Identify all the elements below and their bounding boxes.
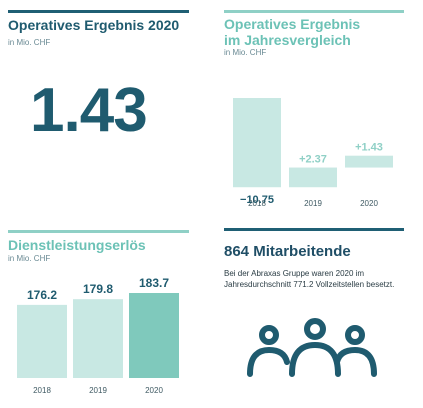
operating-result-value: 1.43 bbox=[30, 76, 148, 145]
employees-title: 864 Mitarbeitende bbox=[224, 243, 351, 260]
revenue-value-label: 179.8 bbox=[83, 282, 113, 296]
waterfall-bar-2019 bbox=[289, 167, 337, 188]
revenue-bar-2020 bbox=[129, 293, 179, 378]
waterfall-tick-label: 2020 bbox=[360, 199, 378, 208]
panel-top-rule bbox=[8, 10, 189, 13]
waterfall-bar-2020 bbox=[345, 155, 393, 168]
operating-result-title: Operatives Ergebnis 2020 bbox=[8, 17, 180, 33]
employees-panel: 864 Mitarbeitende Bei der Abraxas Gruppe… bbox=[224, 228, 404, 403]
employees-description: Bei der Abraxas Gruppe waren 2020 im Jah… bbox=[224, 269, 395, 289]
comparison-title-line1: Operatives Ergebnis bbox=[224, 16, 361, 32]
revenue-value-label: 176.2 bbox=[27, 288, 57, 302]
revenue-bar-2018 bbox=[17, 304, 67, 378]
revenue-value-label: 183.7 bbox=[139, 276, 169, 290]
revenue-tick-label: 2019 bbox=[89, 386, 107, 395]
waterfall-value-label: −10.75 bbox=[240, 194, 274, 206]
operating-result-panel: Operatives Ergebnis 2020 in Mio. CHF 1.4… bbox=[8, 10, 189, 200]
revenue-unit: in Mio. CHF bbox=[8, 254, 51, 263]
waterfall-value-label: +1.43 bbox=[355, 142, 383, 154]
panel-top-rule bbox=[224, 228, 404, 231]
revenue-tick-label: 2018 bbox=[33, 386, 51, 395]
waterfall-tick-label: 2019 bbox=[304, 199, 322, 208]
revenue-bar-chart: 176.2 2018 179.8 2019 183.7 2020 bbox=[17, 276, 179, 395]
revenue-panel: Dienstleistungserlös in Mio. CHF 176.2 20… bbox=[8, 230, 189, 400]
panel-top-rule bbox=[8, 230, 189, 233]
revenue-bar-2019 bbox=[73, 299, 123, 378]
revenue-title: Dienstleistungserlös bbox=[8, 237, 146, 253]
revenue-tick-label: 2020 bbox=[145, 386, 163, 395]
people-group-icon bbox=[247, 318, 377, 377]
waterfall-value-label: +2.37 bbox=[299, 154, 327, 166]
panel-top-rule bbox=[224, 10, 404, 13]
waterfall-tick-label: 2018 bbox=[248, 199, 266, 208]
operating-result-unit: in Mio. CHF bbox=[8, 38, 51, 47]
comparison-panel: Operatives Ergebnis im Jahresvergleich i… bbox=[224, 10, 404, 215]
comparison-unit: in Mio. CHF bbox=[224, 48, 267, 57]
comparison-title: Operatives Ergebnis im Jahresvergleich bbox=[224, 16, 360, 48]
waterfall-bar-2018 bbox=[233, 98, 281, 188]
comparison-title-line2: im Jahresvergleich bbox=[224, 32, 351, 49]
